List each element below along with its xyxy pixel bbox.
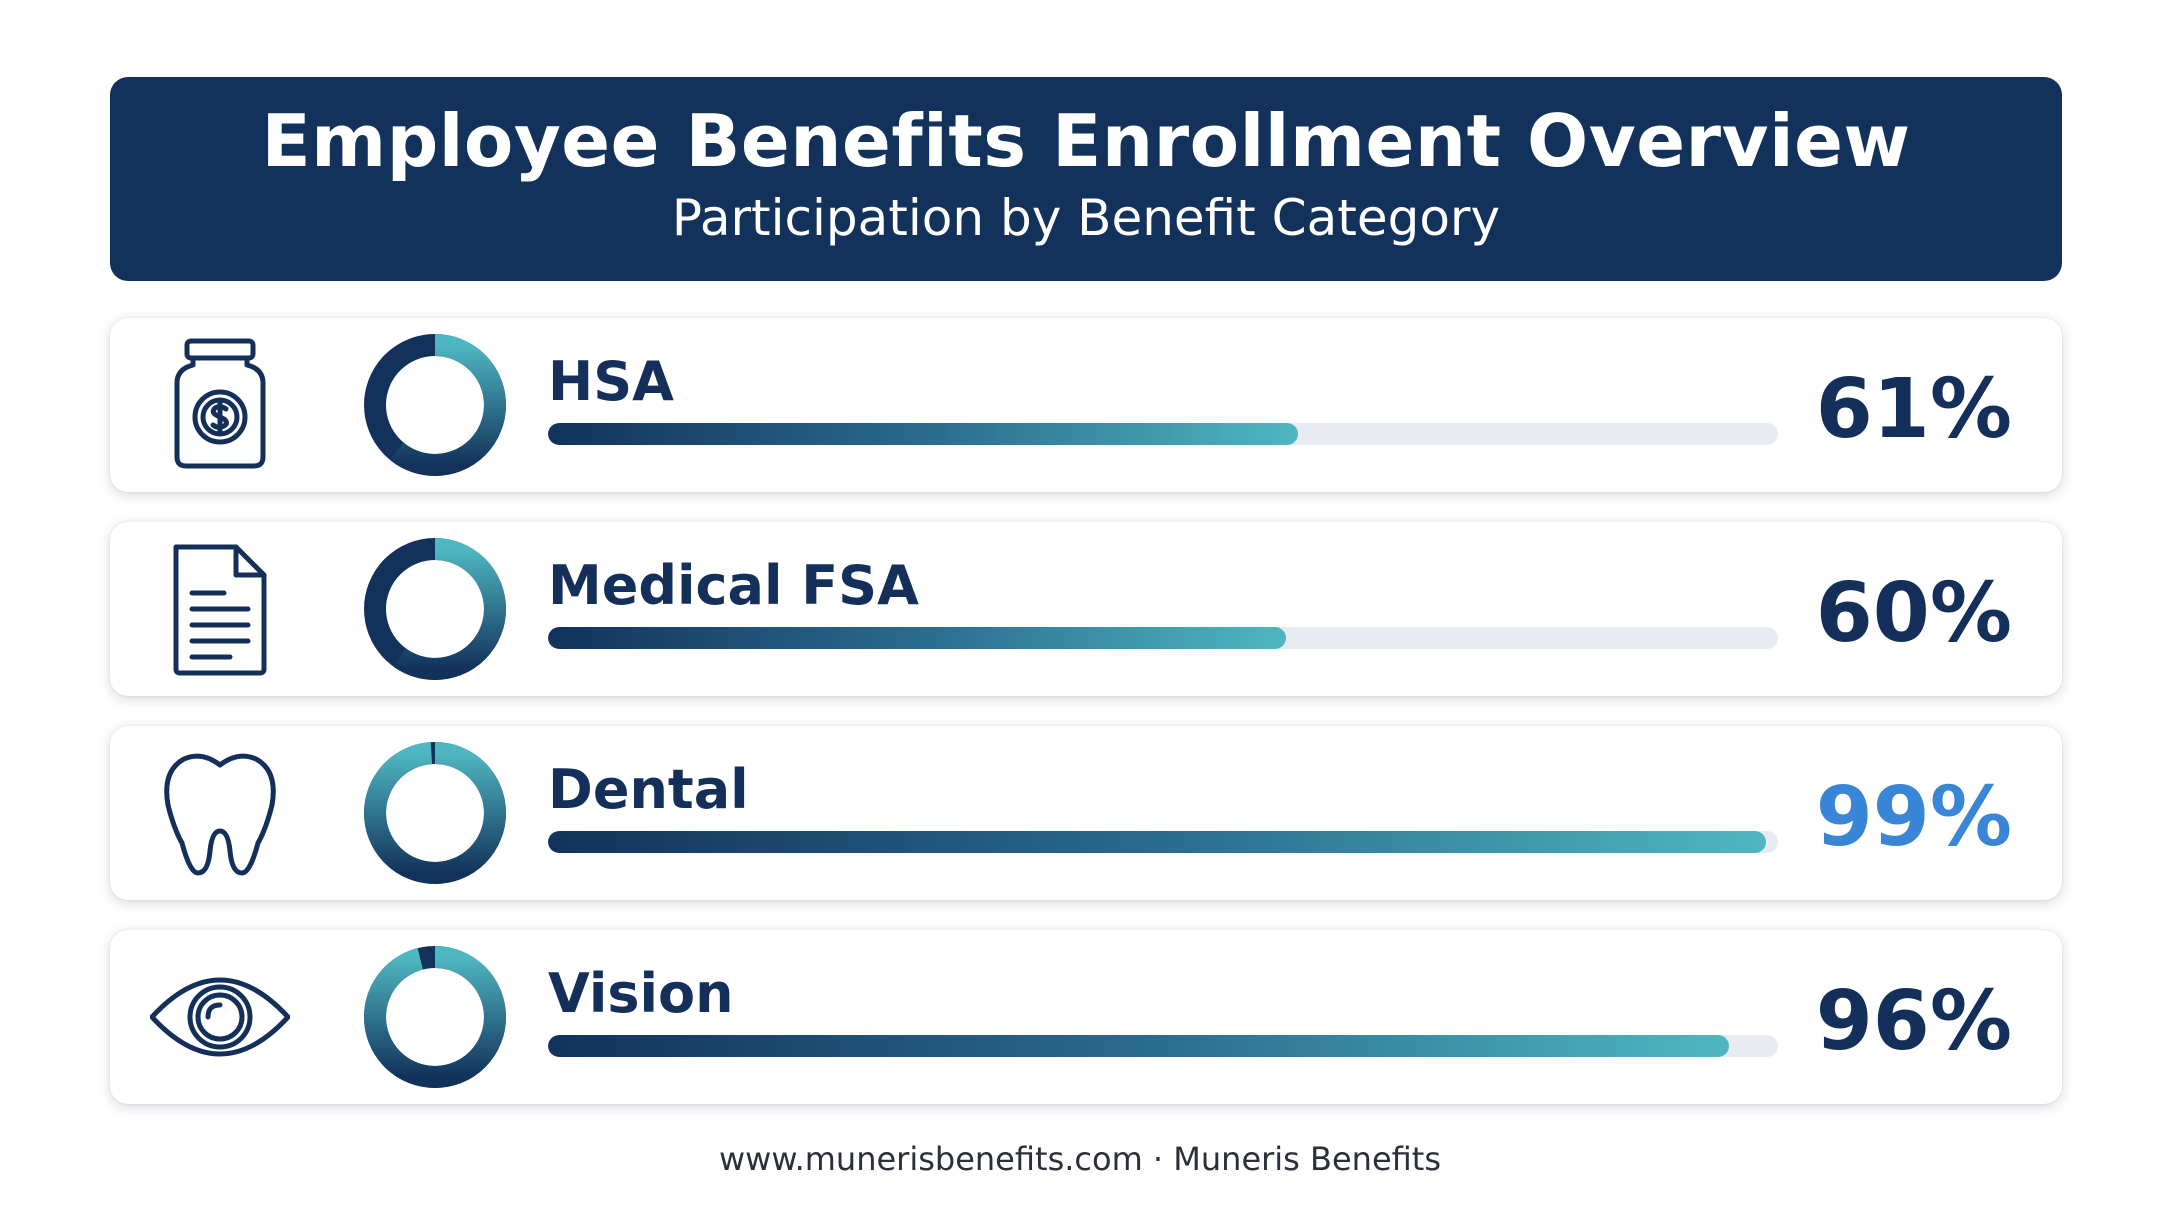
benefit-row-dental: Dental 99% (110, 726, 2062, 900)
percentage-value: 99% (1815, 770, 2012, 865)
ring-arc (364, 334, 506, 476)
header-banner: Employee Benefits Enrollment Overview Pa… (110, 77, 2062, 281)
document-icon (150, 539, 290, 679)
benefit-label: HSA (548, 350, 674, 413)
progress-track (548, 1035, 1778, 1057)
benefit-row-hsa: HSA 61% (110, 318, 2062, 492)
progress-bar (548, 1035, 1729, 1057)
progress-ring (362, 944, 508, 1090)
benefit-row-vision: Vision 96% (110, 930, 2062, 1104)
tooth-icon (150, 743, 290, 883)
benefit-label: Dental (548, 758, 749, 821)
footer-source: www.munerisbenefits.com · Muneris Benefi… (719, 1140, 1441, 1178)
progress-track (548, 831, 1778, 853)
benefit-label: Vision (548, 962, 734, 1025)
page-title: Employee Benefits Enrollment Overview (261, 99, 1911, 183)
percentage-value: 61% (1815, 362, 2012, 457)
progress-track (548, 627, 1778, 649)
progress-ring (362, 536, 508, 682)
ring-arc (364, 538, 506, 680)
percentage-value: 96% (1815, 974, 2012, 1069)
benefit-label: Medical FSA (548, 554, 919, 617)
progress-track (548, 423, 1778, 445)
progress-bar (548, 831, 1766, 853)
percentage-value: 60% (1815, 566, 2012, 661)
ring-arc (364, 742, 506, 884)
benefit-row-medical-fsa: Medical FSA 60% (110, 522, 2062, 696)
progress-bar (548, 423, 1299, 445)
progress-ring (362, 332, 508, 478)
money-jar-icon (150, 335, 290, 475)
progress-ring (362, 740, 508, 886)
eye-icon (150, 947, 290, 1087)
ring-arc (364, 946, 506, 1088)
page-subtitle: Participation by Benefit Category (671, 189, 1501, 247)
progress-bar (548, 627, 1286, 649)
